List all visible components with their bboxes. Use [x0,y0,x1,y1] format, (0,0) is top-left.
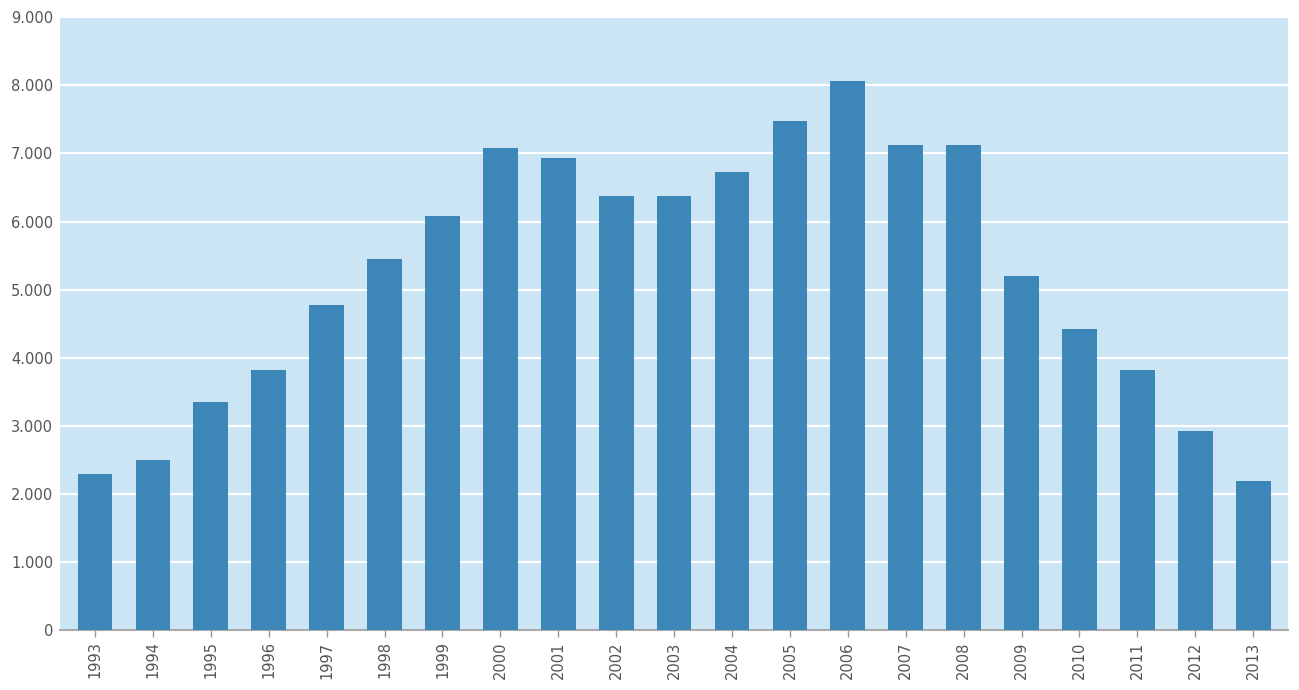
Bar [309,304,344,630]
Bar [830,81,865,630]
Bar [483,148,518,630]
Bar [78,473,113,630]
Bar [252,370,286,630]
Bar [1063,329,1096,630]
Bar [135,460,170,630]
Bar [540,158,575,630]
Bar [1004,276,1039,630]
Bar [946,144,981,630]
Bar [889,145,924,630]
Bar [773,121,807,630]
Bar [1235,481,1270,630]
Bar [194,402,229,630]
Bar [714,172,750,630]
Bar [657,195,691,630]
Bar [1178,431,1212,630]
Bar [368,259,401,630]
Bar [599,195,634,630]
Bar [425,216,460,630]
Bar [1120,370,1155,630]
